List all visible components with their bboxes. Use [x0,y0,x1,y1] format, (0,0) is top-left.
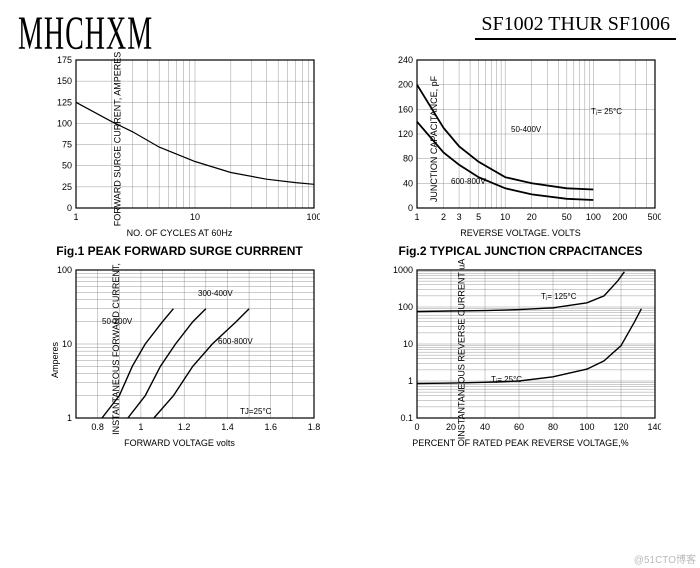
svg-text:0: 0 [66,203,71,213]
fig3-xlabel: FORWARD VOLTAGE volts [124,438,235,448]
svg-text:1.8: 1.8 [307,422,319,432]
svg-text:1: 1 [138,422,143,432]
svg-text:1.4: 1.4 [221,422,234,432]
svg-text:120: 120 [613,422,628,432]
fig4-svg: 0 20 40 60 80 100 120 140 0.1 1 10 100 1000 Tⱼ= 125°C… [381,264,661,434]
fig3-svg: 0.811.21.41.61.811010050-200V300-400V600… [40,264,320,434]
svg-text:140: 140 [647,422,661,432]
svg-text:1: 1 [414,212,419,222]
svg-text:Tⱼ= 25°C: Tⱼ= 25°C [591,107,622,116]
svg-text:20: 20 [445,422,455,432]
svg-text:1.2: 1.2 [177,422,190,432]
svg-text:50: 50 [561,212,571,222]
fig3-plot: INSTANTANEOUS FORWARD CURRENT, 0.8 1 1.2 1.… [40,264,320,434]
svg-text:200: 200 [397,80,412,90]
svg-text:40: 40 [479,422,489,432]
svg-text:10: 10 [61,339,71,349]
svg-text:Amperes: Amperes [50,341,60,378]
svg-text:240: 240 [397,55,412,65]
fig2-caption: Fig.2 TYPICAL JUNCTION CRPACITANCES [398,244,642,258]
fig1-panel: FORWARD SURGE CURRENT, AMPERES 1 10 100 0 25… [18,54,341,258]
svg-text:100: 100 [585,212,600,222]
fig4-ylabel: INSTANTANEOUS REVERSE CURRENT uA [456,259,466,440]
svg-text:25: 25 [61,182,71,192]
svg-text:0: 0 [407,203,412,213]
svg-text:100: 100 [397,302,412,312]
svg-text:125: 125 [56,97,71,107]
svg-text:160: 160 [397,104,412,114]
svg-text:80: 80 [402,154,412,164]
svg-text:10: 10 [189,212,199,222]
fig1-ylabel: FORWARD SURGE CURRENT, AMPERES [112,52,122,227]
svg-text:80: 80 [547,422,557,432]
fig2-plot: JUNCTION CAPACITANCE, pF 1 23 5 10 20 50 100 20… [381,54,661,224]
svg-text:1: 1 [73,212,78,222]
svg-text:1.6: 1.6 [264,422,277,432]
svg-text:0: 0 [414,422,419,432]
svg-text:60: 60 [513,422,523,432]
svg-text:0.8: 0.8 [91,422,104,432]
svg-text:120: 120 [397,129,412,139]
fig4-xlabel: PERCENT OF RATED PEAK REVERSE VOLTAGE,% [412,438,628,448]
fig3-ylabel: INSTANTANEOUS FORWARD CURRENT, [110,263,120,435]
fig1-xlabel: NO. OF CYCLES AT 60Hz [127,228,233,238]
svg-text:Tⱼ= 125°C: Tⱼ= 125°C [541,292,577,301]
svg-text:0.1: 0.1 [400,413,413,423]
svg-text:2: 2 [441,212,446,222]
svg-text:600-800V: 600-800V [218,337,253,346]
watermark-text: @51CTO博客 [634,551,696,566]
svg-text:300-400V: 300-400V [198,289,233,298]
svg-text:20: 20 [526,212,536,222]
svg-text:10: 10 [500,212,510,222]
header-bar: MHCHXM SF1002 THUR SF1006 [18,8,682,40]
fig1-plot: FORWARD SURGE CURRENT, AMPERES 1 10 100 0 25… [40,54,320,224]
svg-text:50: 50 [61,161,71,171]
svg-text:50-400V: 50-400V [511,125,542,134]
svg-text:100: 100 [579,422,594,432]
svg-text:100: 100 [56,118,71,128]
svg-text:100: 100 [306,212,320,222]
fig4-panel: INSTANTANEOUS REVERSE CURRENT uA 0204060… [359,264,682,448]
fig2-xlabel: REVERSE VOLTAGE. VOLTS [460,228,581,238]
svg-text:600-800V: 600-800V [451,177,486,186]
svg-text:3: 3 [456,212,461,222]
svg-text:200: 200 [612,212,627,222]
svg-text:175: 175 [56,55,71,65]
fig2-svg: 1 23 5 10 20 50 100 200 500 0 40 80 120 160 200 240 Tⱼ= … [381,54,661,224]
svg-text:500: 500 [647,212,661,222]
svg-text:1: 1 [407,376,412,386]
fig2-ylabel: JUNCTION CAPACITANCE, pF [429,76,439,202]
svg-text:1000: 1000 [392,265,412,275]
fig2-panel: JUNCTION CAPACITANCE, pF 1 23 5 10 20 50 100 20… [359,54,682,258]
svg-text:75: 75 [61,140,71,150]
svg-text:10: 10 [402,339,412,349]
figure-grid: FORWARD SURGE CURRENT, AMPERES 110100025… [18,54,682,448]
fig1-caption: Fig.1 PEAK FORWARD SURGE CURRRENT [56,244,302,258]
svg-text:Tⱼ= 25°C: Tⱼ= 25°C [491,375,522,384]
svg-text:1: 1 [66,413,71,423]
fig3-panel: INSTANTANEOUS FORWARD CURRENT, 0.8 1 1.2 1.… [18,264,341,448]
svg-text:40: 40 [402,178,412,188]
svg-text:100: 100 [56,265,71,275]
part-number-range: SF1002 THUR SF1006 [475,11,676,40]
svg-text:5: 5 [476,212,481,222]
svg-text:TJ=25°C: TJ=25°C [240,407,272,416]
fig1-svg: 1 10 100 0 25 50 75 100 125 150 175 [40,54,320,224]
fig4-plot: INSTANTANEOUS REVERSE CURRENT uA 0204060… [381,264,661,434]
svg-text:150: 150 [56,76,71,86]
datasheet-page: MHCHXM SF1002 THUR SF1006 FORWARD SURGE … [0,0,700,568]
